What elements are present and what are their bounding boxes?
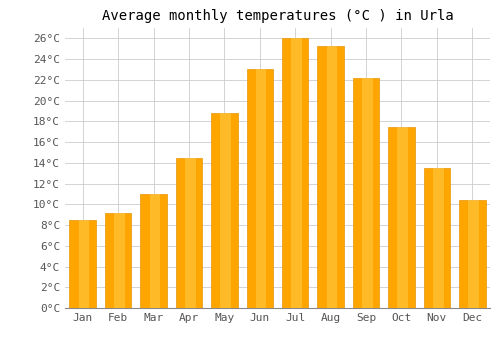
Bar xyxy=(246,70,273,308)
Bar xyxy=(353,78,380,308)
Bar xyxy=(150,194,160,308)
Bar xyxy=(70,220,96,308)
Bar xyxy=(282,38,308,308)
Bar xyxy=(176,158,202,308)
Bar xyxy=(185,158,196,308)
Bar xyxy=(114,212,125,308)
Bar xyxy=(256,70,266,308)
Bar xyxy=(459,200,485,308)
Bar xyxy=(220,113,231,308)
Title: Average monthly temperatures (°C ) in Urla: Average monthly temperatures (°C ) in Ur… xyxy=(102,9,454,23)
Bar xyxy=(326,46,338,308)
Bar xyxy=(140,194,167,308)
Bar xyxy=(362,78,372,308)
Bar xyxy=(433,168,444,308)
Bar xyxy=(105,212,132,308)
Bar xyxy=(398,126,408,308)
Bar xyxy=(318,46,344,308)
Bar xyxy=(388,126,414,308)
Bar xyxy=(424,168,450,308)
Bar xyxy=(291,38,302,308)
Bar xyxy=(78,220,90,308)
Bar xyxy=(468,200,479,308)
Bar xyxy=(211,113,238,308)
